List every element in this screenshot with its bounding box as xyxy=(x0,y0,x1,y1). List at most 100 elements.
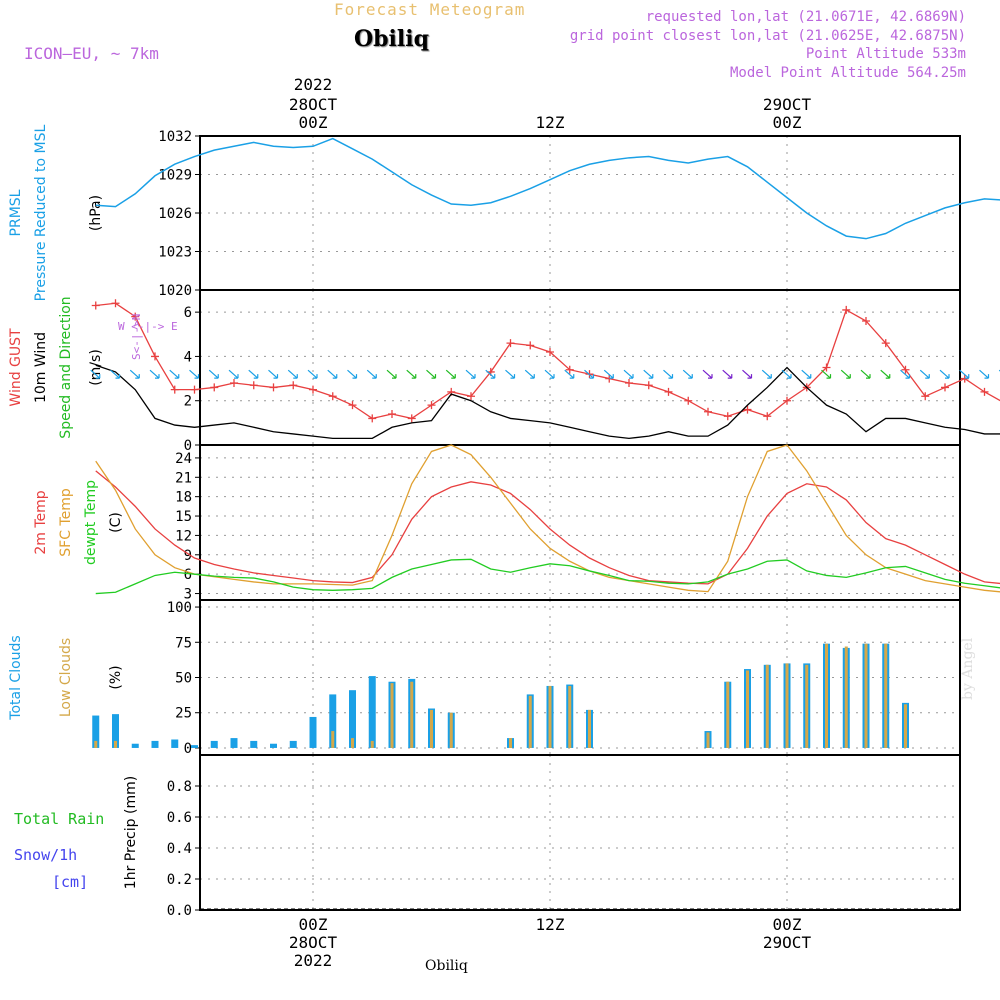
gust-marker xyxy=(664,387,673,396)
wind-direction-arrow xyxy=(623,369,634,379)
y-tick-label: 0.2 xyxy=(167,872,192,888)
gust-marker xyxy=(348,401,357,410)
total-cloud-bar xyxy=(210,740,218,748)
y-tick-label: 4 xyxy=(184,349,192,365)
footer-station: Obiliq xyxy=(425,958,468,974)
y-tick-label: 6 xyxy=(184,305,192,321)
gust-marker xyxy=(565,365,574,374)
y-tick-label: 15 xyxy=(175,509,192,525)
wind-direction-arrow xyxy=(979,369,990,379)
y-tick-label: 2 xyxy=(184,394,192,410)
wind-direction-arrow xyxy=(900,369,911,379)
low-cloud-bar xyxy=(825,643,828,748)
gust-marker xyxy=(388,410,396,418)
total-cloud-bar xyxy=(289,740,297,748)
low-cloud-bar xyxy=(844,646,848,748)
wind-direction-arrow xyxy=(761,369,772,379)
wind-direction-arrow xyxy=(840,369,851,379)
y-tick-label: 9 xyxy=(184,548,192,564)
total-cloud-bar xyxy=(92,715,100,748)
wind-direction-arrow xyxy=(366,369,377,379)
gust-marker xyxy=(881,339,890,348)
wind-direction-arrow xyxy=(90,369,101,379)
gust-marker xyxy=(625,379,633,387)
y-axis-label: 2m Temp xyxy=(33,490,49,554)
gust-marker xyxy=(111,299,120,308)
wind-direction-arrow xyxy=(268,369,279,379)
bottom-time-label: 00Z xyxy=(773,915,802,934)
total-cloud-bar xyxy=(329,694,337,748)
wind-direction-arrow xyxy=(327,369,338,379)
wind-direction-arrow xyxy=(228,369,239,379)
wind-direction-arrow xyxy=(702,369,713,379)
wind-direction-arrow xyxy=(722,369,733,379)
wind-direction-arrow xyxy=(169,369,180,379)
gust-marker xyxy=(467,392,475,401)
wind-direction-arrow xyxy=(189,369,200,379)
bottom-time-label: 28OCT xyxy=(289,933,338,952)
low-cloud-bar xyxy=(568,685,572,748)
y-axis-label: dewpt Temp xyxy=(83,480,99,565)
wind-direction-arrow xyxy=(959,369,970,379)
gust-marker xyxy=(743,405,752,414)
gust-marker xyxy=(822,363,831,372)
gust-marker xyxy=(190,385,199,394)
info-model-altitude: Model Point Altitude 564.25m xyxy=(729,65,966,81)
low-cloud-bar xyxy=(509,738,512,748)
gust-marker xyxy=(151,352,159,361)
precip-legend-label: Snow/1h xyxy=(14,846,77,864)
gust-marker xyxy=(901,365,910,374)
wind-direction-arrow xyxy=(465,369,476,379)
wind-direction-arrow xyxy=(524,369,535,379)
wind-direction-arrow xyxy=(208,369,219,379)
y-tick-label: 24 xyxy=(175,451,192,467)
low-cloud-bar xyxy=(94,740,98,748)
y-axis-label: PRMSL xyxy=(8,189,24,236)
y-tick-label: 0 xyxy=(184,438,192,454)
low-cloud-bar xyxy=(904,704,907,748)
low-cloud-bar xyxy=(884,643,888,748)
y-axis-label: Low Clouds xyxy=(58,638,74,717)
panel-frame xyxy=(199,754,961,911)
y-tick-label: 100 xyxy=(167,600,192,616)
wind-direction-arrow xyxy=(287,369,298,379)
gust-marker xyxy=(704,407,712,416)
wind-direction-arrow xyxy=(307,369,318,379)
y-axis-label: Speed and Direction xyxy=(58,296,74,438)
y-tick-label: 12 xyxy=(175,528,192,544)
gust-marker xyxy=(210,383,219,392)
gust-marker xyxy=(131,312,140,321)
gust-marker xyxy=(941,383,949,392)
wind-direction-arrow xyxy=(485,369,496,379)
gust-marker xyxy=(170,385,179,394)
wind-direction-arrow xyxy=(860,369,871,379)
y-axis-label: (C) xyxy=(108,512,124,533)
wind-direction-arrow xyxy=(939,369,950,379)
gust-marker xyxy=(407,414,416,423)
y-tick-label: 6 xyxy=(184,567,192,583)
y-tick-label: 0.6 xyxy=(167,810,192,826)
wind-direction-arrow xyxy=(880,369,891,379)
total-cloud-bar xyxy=(112,714,119,748)
gust-marker xyxy=(289,381,298,390)
wind-direction-arrow xyxy=(110,369,121,379)
compass-we: W <-|-> E xyxy=(118,320,178,333)
gust-marker xyxy=(862,317,870,325)
total-cloud-bar xyxy=(230,738,238,748)
y-tick-label: 1020 xyxy=(158,283,192,299)
low-cloud-bar xyxy=(548,685,552,748)
y-axis-label: (hPa) xyxy=(88,195,104,231)
gust-marker xyxy=(230,379,238,387)
y-axis-label: 10m Wind xyxy=(33,332,49,403)
bottom-time-label: 12Z xyxy=(536,915,565,934)
y-tick-label: 1023 xyxy=(158,245,192,261)
y-tick-label: 0 xyxy=(184,741,192,757)
y-tick-label: 0.4 xyxy=(167,841,192,857)
wind-direction-arrow xyxy=(919,369,930,379)
wind-direction-arrow xyxy=(406,369,417,379)
gust-marker xyxy=(328,392,337,401)
wind-direction-arrow xyxy=(584,369,595,379)
y-tick-label: 25 xyxy=(175,706,192,722)
low-cloud-bar xyxy=(410,681,414,748)
low-cloud-bar xyxy=(864,643,868,748)
